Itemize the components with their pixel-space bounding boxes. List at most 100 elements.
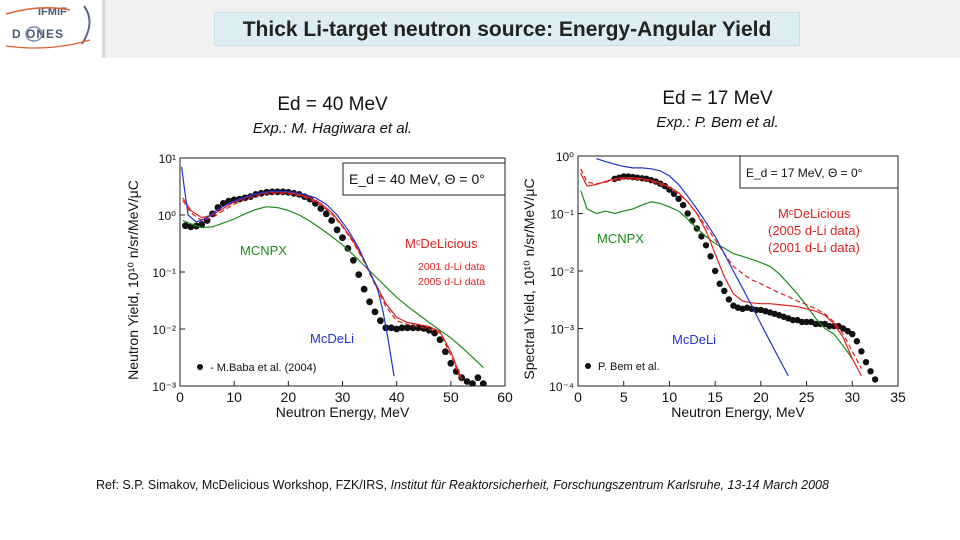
experimental-point — [849, 330, 856, 338]
logo-line-dones: D ONES — [12, 27, 65, 41]
experimental-point — [479, 380, 487, 386]
y-axis-label: Spectral Yield, 10¹⁰ n/sr/MeV/μC — [521, 178, 537, 379]
experimental-point — [387, 324, 395, 332]
curve-label-data2001: (2001 d-Li data) — [768, 240, 860, 255]
experimental-point — [698, 233, 705, 240]
experimental-point — [420, 325, 428, 332]
experimental-point — [716, 280, 723, 287]
exp-legend-marker — [585, 363, 591, 369]
x-tick-label: 25 — [799, 389, 815, 405]
series-line-2001-d-li-data — [182, 191, 463, 380]
experimental-point — [344, 244, 352, 252]
logo-swoosh-graphic — [5, 5, 91, 49]
x-tick-label: 35 — [890, 389, 906, 405]
x-tick-label: 30 — [844, 389, 860, 405]
curve-label-mcdeli: McDeLi — [672, 332, 716, 347]
y-tick-label: 10⁻⁴ — [549, 380, 574, 394]
left-panel-heading: Ed = 40 MeV — [277, 94, 388, 115]
experimental-point — [436, 336, 444, 344]
y-tick-label: 10¹ — [159, 152, 176, 166]
x-tick-label: 0 — [176, 389, 184, 405]
y-tick-label: 10⁻³ — [152, 380, 176, 394]
experimental-point — [862, 358, 870, 366]
x-tick-label: 50 — [443, 389, 459, 405]
experimental-point — [463, 378, 471, 385]
y-tick-label: 10⁻³ — [550, 323, 574, 337]
x-tick-label: 60 — [497, 389, 513, 405]
experimental-point — [214, 204, 222, 211]
experimental-point — [360, 285, 368, 293]
experimental-point — [684, 210, 691, 217]
curve-label-mcdeli: McDeLi — [310, 331, 354, 346]
curve-label-data2005: 2005 d-Li data — [418, 276, 485, 288]
experimental-point — [393, 325, 401, 333]
experimental-point — [830, 322, 838, 330]
experimental-point — [425, 326, 433, 334]
x-tick-label: 20 — [281, 389, 297, 405]
experimental-point — [349, 256, 357, 264]
condition-text: E_d = 40 MeV, Θ = 0° — [349, 171, 485, 187]
experimental-point — [317, 205, 325, 212]
x-tick-label: 10 — [662, 389, 678, 405]
experimental-point — [355, 271, 363, 279]
condition-box — [342, 162, 506, 196]
header-divider — [102, 0, 105, 58]
y-tick-label: 10⁻² — [550, 265, 574, 279]
x-tick-label: 30 — [335, 389, 351, 405]
curve-label-mcnpx: MCNPX — [597, 231, 644, 246]
experimental-point — [725, 296, 733, 303]
x-axis-label: Neutron Energy, MeV — [671, 404, 805, 420]
x-tick-label: 40 — [389, 389, 405, 405]
x-axis-label: Neutron Energy, MeV — [276, 404, 410, 420]
exp-legend-label: P. Bem et al. — [598, 361, 660, 373]
experimental-point — [798, 318, 806, 326]
experimental-point — [469, 380, 476, 386]
y-tick-label: 10⁰ — [158, 209, 176, 223]
experimental-point — [404, 324, 411, 332]
experimental-point — [322, 210, 330, 218]
right-panel-subheading: Exp.: P. Bem et al. — [656, 114, 779, 131]
slide-title-box: Thick Li-target neutron source: Energy-A… — [214, 12, 800, 46]
reference-prefix: Ref: S.P. Simakov, McDelicious Workshop,… — [96, 478, 388, 492]
curve-label-data2005: (2005 d-Li data) — [768, 223, 860, 238]
y-tick-label: 10⁻¹ — [152, 266, 176, 280]
x-tick-label: 10 — [226, 389, 242, 405]
curve-label-mcnpx: MCNPX — [240, 243, 287, 258]
left-panel-subheading: Exp.: M. Hagiwara et al. — [252, 120, 413, 137]
experimental-point — [826, 322, 833, 330]
experimental-point — [339, 234, 346, 242]
experimental-point — [789, 316, 797, 324]
experimental-point — [442, 348, 449, 356]
ifmif-dones-logo: IFMIF D ONES — [0, 0, 102, 52]
condition-text: E_d = 17 MeV, Θ = 0° — [746, 166, 863, 180]
condition-box — [739, 155, 899, 189]
experimental-point — [803, 318, 810, 326]
experimental-point — [333, 226, 341, 234]
series-line-mcnpx — [580, 190, 853, 359]
y-tick-label: 10⁻² — [152, 323, 176, 337]
experimental-point — [675, 195, 682, 203]
experimental-point — [366, 298, 373, 306]
experimental-point — [474, 374, 482, 382]
experimental-point — [707, 253, 714, 260]
experimental-point — [377, 317, 384, 325]
experimental-point — [858, 348, 865, 355]
series-line-mcnpx — [182, 206, 484, 369]
series-line-mcdeli — [181, 166, 395, 377]
experimental-point — [871, 376, 879, 383]
series-line--2005-d-li-data- — [580, 168, 862, 369]
curve-label-mcdelicious: MᶜDeLicious — [405, 236, 478, 251]
y-tick-label: 10⁰ — [556, 150, 574, 164]
series-line-mcdeli — [596, 158, 789, 377]
x-tick-label: 0 — [574, 389, 582, 405]
experimental-point — [711, 267, 719, 275]
curve-label-data2001: 2001 d-Li data — [418, 261, 485, 273]
x-tick-label: 15 — [707, 389, 723, 405]
exp-legend-marker — [197, 364, 203, 370]
experimental-point — [702, 242, 710, 249]
y-tick-label: 10⁻¹ — [550, 208, 574, 222]
series-line--2001-d-li-data- — [580, 173, 862, 377]
exp-legend-label: - M.Baba et al. (2004) — [210, 362, 316, 374]
reference-institute: Institut für Reaktorsicherheit, Forschun… — [390, 478, 829, 492]
